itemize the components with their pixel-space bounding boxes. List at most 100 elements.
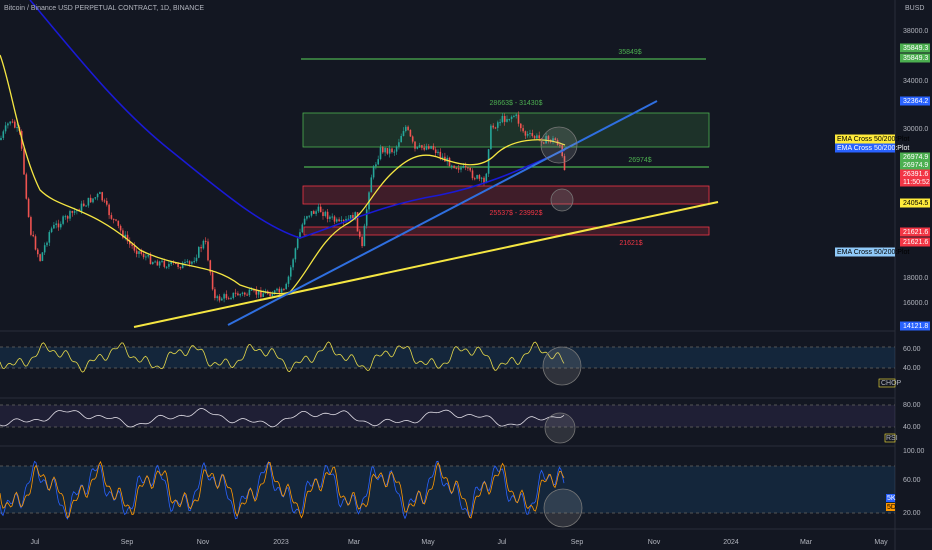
candle-body [411, 136, 414, 142]
indicator-badge [878, 378, 896, 388]
candle-body [536, 135, 538, 139]
candle-body [285, 283, 287, 290]
candle-body [322, 212, 324, 216]
candle-body [308, 215, 310, 217]
candle-body [398, 142, 400, 147]
price-badge-label: 21621.6 [903, 229, 928, 236]
candle-body [345, 218, 347, 221]
candle-body [110, 215, 113, 219]
candle-body [103, 200, 106, 202]
candle-body [27, 198, 30, 218]
price-badge-label: 21621.6 [903, 239, 928, 246]
indicator-level: 40.00 [903, 424, 921, 431]
candle-body [7, 123, 9, 126]
candle-body [276, 288, 278, 291]
candle-body [414, 141, 416, 149]
trendline-yellow [133, 201, 719, 328]
candle-body [462, 165, 465, 168]
candle-body [319, 206, 322, 213]
candle-body [354, 212, 356, 220]
indicator-level: 20.00 [903, 510, 921, 517]
price-badge [900, 96, 930, 106]
price-axis-label: 30000.0 [903, 126, 928, 133]
candle-body [543, 142, 545, 144]
price-axis-label: 18000.0 [903, 275, 928, 282]
price-badge [900, 53, 930, 63]
candle-body [37, 249, 39, 255]
candle-body [234, 292, 237, 294]
time-axis-label: Nov [648, 539, 661, 546]
candle-body [379, 147, 382, 160]
candle-body [287, 276, 290, 284]
candle-body [301, 224, 304, 233]
candle-body [239, 294, 241, 296]
time-axis-label: 2024 [723, 539, 739, 546]
candle-body [188, 261, 191, 264]
candle-body [331, 216, 333, 218]
candle-body [510, 116, 513, 119]
candle-body [64, 216, 67, 218]
time-axis-label: Sep [571, 539, 584, 546]
candle-body [34, 236, 37, 250]
candle-body [177, 263, 179, 267]
candle-body [487, 149, 490, 174]
candle-body [147, 255, 149, 257]
candle-body [278, 288, 281, 293]
candle-body [370, 177, 373, 193]
candle-body [342, 220, 345, 222]
candle-body [165, 266, 168, 268]
candle-body [232, 292, 235, 299]
candle-body [428, 146, 430, 149]
candle-body [115, 219, 117, 221]
candle-body [184, 262, 186, 264]
candle-body [515, 114, 517, 116]
legend-badge [835, 247, 895, 257]
candle-body [480, 177, 483, 179]
candle-body [559, 144, 561, 146]
candle-body [296, 238, 299, 249]
candle-body [2, 131, 5, 138]
candle-body [262, 293, 264, 297]
candle-body [409, 129, 412, 137]
candle-body [48, 232, 51, 243]
candle-body [423, 147, 425, 150]
pane-bands [0, 346, 895, 514]
candle-body [112, 218, 115, 220]
candle-body [497, 122, 499, 128]
candle-body [25, 174, 28, 199]
candle-body [96, 194, 99, 198]
time-axis-label: 2023 [273, 539, 289, 546]
candle-body [503, 115, 506, 122]
candle-body [437, 151, 439, 154]
annotation: 28663$ - 31430$ [490, 100, 543, 107]
candle-body [430, 145, 432, 149]
candle-body [195, 257, 198, 262]
candle-body [407, 126, 409, 130]
candle-body [453, 165, 455, 168]
candle-body [14, 121, 16, 128]
candle-body [186, 261, 189, 263]
indicator-line [0, 408, 565, 428]
candle-body [460, 167, 462, 170]
candle-body [152, 262, 154, 265]
candle-body [375, 164, 377, 167]
candle-body [418, 145, 421, 147]
candle-body [50, 228, 53, 233]
candle-body [377, 159, 379, 165]
candle-body [324, 211, 327, 216]
candle-body [41, 252, 44, 261]
candle-body [4, 125, 7, 132]
time-axis-label: Sep [121, 539, 134, 546]
indicator-level: 60.00 [903, 346, 921, 353]
candle-body [457, 168, 460, 170]
candle-body [161, 260, 163, 262]
candle-body [563, 156, 566, 171]
candle-body [425, 146, 428, 150]
legend-badge [835, 134, 895, 144]
legend-label: EMA Cross 50/200:Plot [837, 136, 909, 143]
candle-body [23, 148, 25, 175]
indicator-line [0, 460, 565, 519]
candle-body [336, 219, 338, 222]
candle-body [66, 216, 69, 219]
